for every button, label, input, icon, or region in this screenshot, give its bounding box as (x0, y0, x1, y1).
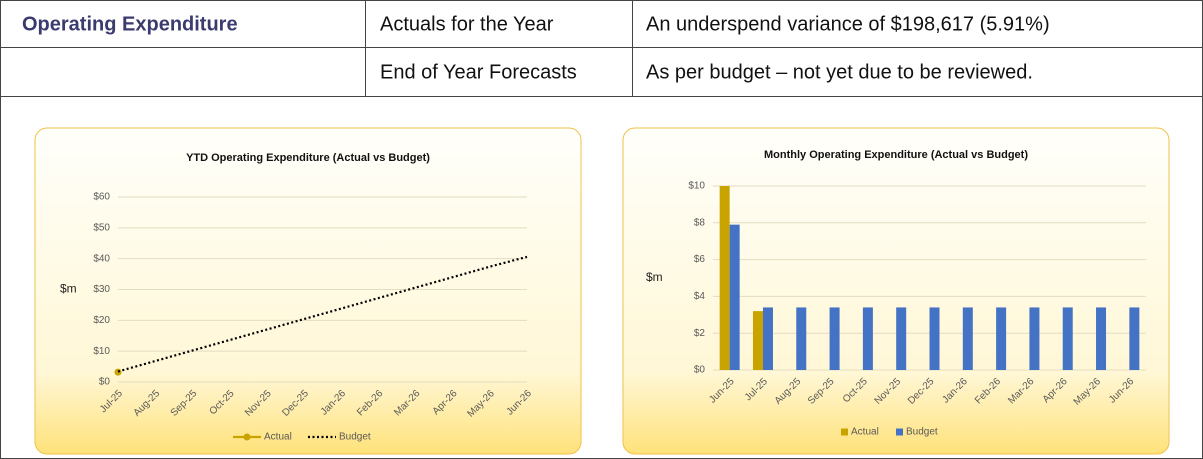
legend-label: Actual (851, 427, 879, 438)
y-tick-label: $8 (694, 217, 706, 228)
bar (729, 224, 740, 370)
cell: End of Year Forecasts (380, 61, 577, 83)
chart-frame (34, 127, 582, 455)
bar (962, 307, 973, 370)
y-axis-label: $m (60, 282, 77, 296)
bar (762, 307, 773, 370)
legend-label: Budget (339, 432, 371, 443)
header-cell (0, 0, 366, 48)
marker (114, 368, 122, 376)
y-tick-label: $6 (694, 254, 706, 265)
chart-frame (622, 127, 1170, 455)
bar (829, 307, 840, 370)
y-tick-label: $10 (93, 346, 110, 357)
chart-title: Monthly Operating Expenditure (Actual vs… (764, 149, 1028, 161)
bar (719, 186, 730, 370)
y-tick-label: $0 (694, 365, 706, 376)
bar (1129, 307, 1140, 370)
y-tick-label: $50 (93, 222, 110, 233)
y-tick-label: $20 (93, 315, 110, 326)
y-tick-label: $60 (93, 192, 110, 203)
legend-label: Actual (264, 432, 292, 443)
y-tick-label: $0 (99, 377, 111, 388)
legend-label: Budget (906, 427, 938, 438)
y-tick-label: $4 (694, 291, 706, 302)
y-tick-label: $10 (688, 181, 705, 192)
line (117, 255, 528, 373)
legend-marker (243, 433, 251, 441)
chart-title: YTD Operating Expenditure (Actual vs Bud… (186, 152, 430, 164)
y-axis-label: $m (646, 270, 663, 284)
cell: An underspend variance of $198,617 (5.91… (646, 13, 1050, 35)
bar (1062, 307, 1073, 370)
bar (862, 307, 873, 370)
bar (796, 307, 807, 370)
y-tick-label: $40 (93, 253, 110, 264)
bar (752, 311, 763, 370)
bar (896, 307, 907, 370)
bar (1096, 307, 1107, 370)
y-tick-label: $30 (93, 284, 110, 295)
legend-swatch (896, 428, 903, 436)
cell: Actuals for the Year (380, 13, 554, 35)
cell: As per budget – not yet due to be review… (646, 61, 1033, 83)
cell: Operating Expenditure (22, 13, 238, 35)
bar (929, 307, 940, 370)
y-tick-label: $2 (694, 328, 706, 339)
bar (1029, 307, 1040, 370)
bar (996, 307, 1007, 370)
legend-swatch (841, 428, 848, 436)
